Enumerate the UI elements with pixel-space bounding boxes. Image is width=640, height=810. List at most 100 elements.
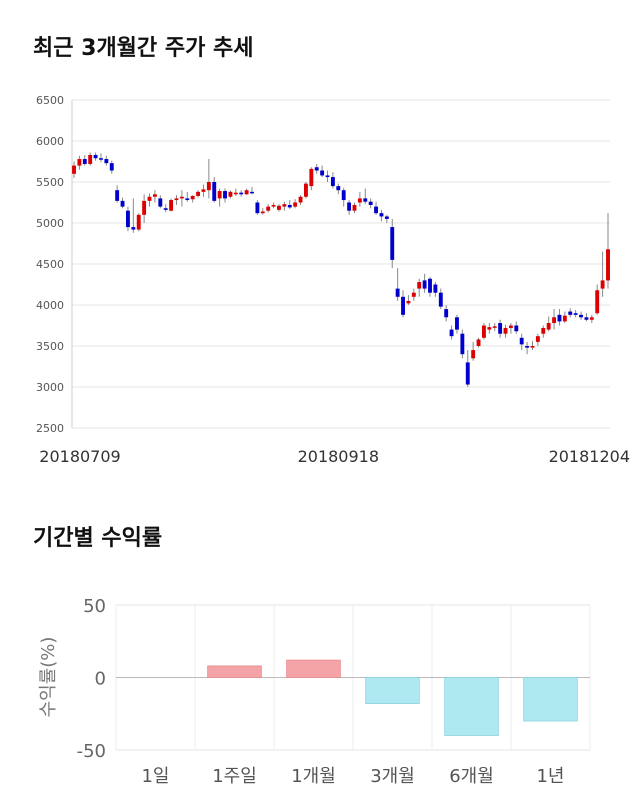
y-tick-label: 4500 [36, 258, 64, 271]
candle-body [228, 191, 233, 197]
candle-body [99, 158, 103, 160]
candle-body [336, 186, 341, 191]
y-tick-label: 3000 [36, 381, 64, 394]
candle-body [233, 192, 238, 195]
candle-body [519, 337, 524, 345]
candle-body [374, 206, 379, 214]
y-tick-label: 6000 [36, 135, 64, 148]
candle-body [428, 278, 432, 293]
candle-body [492, 326, 497, 328]
candle-body [460, 333, 465, 355]
y-tick-label: -50 [77, 741, 106, 762]
candle-body [174, 198, 179, 201]
candle-body [541, 327, 546, 334]
candle-body [535, 336, 540, 342]
candle-body [93, 154, 98, 159]
candle-body [503, 327, 508, 334]
candle-body [125, 210, 130, 228]
candlestick-chart: 2500 3000 3500 4000 4500 5000 5500 6000 6500 2018… [36, 94, 630, 466]
candle-body [384, 216, 389, 219]
candle-body [169, 200, 174, 211]
candle-body [481, 325, 486, 338]
candle-body [508, 325, 513, 328]
candle-body [77, 159, 82, 166]
candle-body [147, 196, 152, 201]
candle-body [433, 284, 438, 293]
y-tick-label: 4000 [36, 299, 64, 312]
y-tick-label: 0 [95, 669, 106, 690]
candle-body [185, 198, 190, 201]
candle-body [449, 329, 454, 337]
candle-body [320, 170, 325, 176]
candle-body [206, 182, 211, 191]
candle-body [406, 300, 411, 304]
candle-body [277, 205, 281, 210]
candle-body [196, 191, 201, 196]
candle-body [525, 346, 530, 348]
candle-body [444, 309, 449, 318]
candle-body [298, 196, 303, 203]
candle-body [357, 198, 362, 203]
candle-body [390, 227, 395, 260]
candle-body [368, 201, 373, 205]
candle-body [212, 182, 217, 201]
x-tick-label: 20180918 [298, 447, 379, 466]
candle-body [260, 211, 265, 214]
candle-body [395, 288, 400, 297]
candle-body [422, 280, 427, 289]
candle-body [314, 167, 319, 171]
return-bar [207, 665, 262, 678]
category-label: 1일 [141, 766, 169, 787]
candle-body [303, 183, 308, 197]
candle-body [163, 208, 168, 210]
candle-body [179, 196, 184, 199]
candle-body [250, 191, 254, 194]
y-tick-label: 2500 [36, 422, 64, 435]
category-label: 1개월 [291, 766, 336, 787]
price-trend-title: 최근 3개월간 주가 추세 [33, 36, 254, 61]
candle-body [115, 190, 120, 201]
candle-body [455, 317, 459, 330]
candle-body [476, 339, 481, 346]
candle-body [530, 346, 535, 348]
category-label: 1년 [536, 766, 564, 787]
candle-body [606, 249, 610, 281]
candle-body [88, 154, 93, 164]
candle-body [239, 192, 244, 195]
candle-body [584, 317, 589, 320]
candle-body [82, 159, 87, 164]
candle-body [600, 280, 605, 289]
candle-body [341, 190, 346, 201]
return-bar [523, 677, 578, 722]
candle-body [266, 206, 271, 211]
candle-body [330, 177, 335, 187]
candle-body [562, 315, 567, 322]
return-bar [365, 677, 420, 705]
candle-body [271, 204, 276, 207]
candle-body [417, 282, 422, 289]
candle-body [552, 317, 557, 324]
candle-body [223, 191, 227, 199]
candle-body [579, 314, 583, 318]
candle-body [465, 362, 470, 385]
candle-body [471, 350, 476, 359]
candle-body [557, 314, 562, 322]
return-bar [444, 677, 499, 736]
category-label: 3개월 [370, 766, 415, 787]
candle-body [136, 214, 141, 230]
candle-body [255, 202, 260, 214]
candle-body [589, 317, 594, 320]
return-bar [286, 659, 341, 678]
candle-body [363, 198, 368, 202]
x-tick-label: 20181204 [549, 447, 630, 466]
candle-body [217, 191, 222, 199]
category-label: 6개월 [449, 766, 494, 787]
candle-body [401, 296, 405, 315]
candle-body [379, 213, 384, 217]
y-tick-label: 5500 [36, 176, 64, 189]
category-label: 1주일 [212, 766, 257, 787]
candle-body [158, 198, 163, 207]
y-tick-label: 6500 [36, 94, 64, 107]
candle-body [568, 311, 573, 315]
period-return-title: 기간별 수익률 [33, 526, 163, 551]
